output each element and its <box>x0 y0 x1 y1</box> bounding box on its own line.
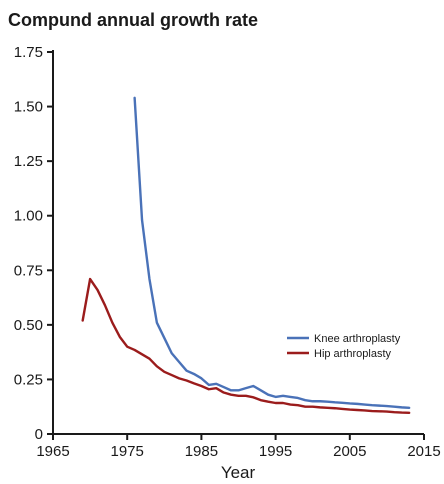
y-tick-label-2: 0.50 <box>14 317 43 334</box>
series-line-hip <box>81 277 411 415</box>
series-line-knee <box>133 96 411 410</box>
x-tick-label-2: 1985 <box>185 443 218 460</box>
legend-label-1: Hip arthroplasty <box>314 348 392 360</box>
y-tick-label-7: 1.75 <box>14 44 43 61</box>
y-tick-label-6: 1.50 <box>14 99 43 116</box>
y-tick-label-1: 0.25 <box>14 371 43 388</box>
y-tick-label-5: 1.25 <box>14 153 43 170</box>
legend-label-0: Knee arthroplasty <box>314 333 401 345</box>
chart-title: Compund annual growth rate <box>8 10 258 30</box>
x-axis-title: Year <box>221 463 256 482</box>
x-tick-label-1: 1975 <box>111 443 144 460</box>
y-tick-label-3: 0.75 <box>14 262 43 279</box>
y-tick-label-4: 1.00 <box>14 208 43 225</box>
x-tick-label-5: 2015 <box>407 443 440 460</box>
x-tick-label-0: 1965 <box>36 443 69 460</box>
y-tick-label-0: 0 <box>35 426 43 443</box>
x-tick-label-3: 1995 <box>259 443 292 460</box>
x-tick-label-4: 2005 <box>333 443 366 460</box>
